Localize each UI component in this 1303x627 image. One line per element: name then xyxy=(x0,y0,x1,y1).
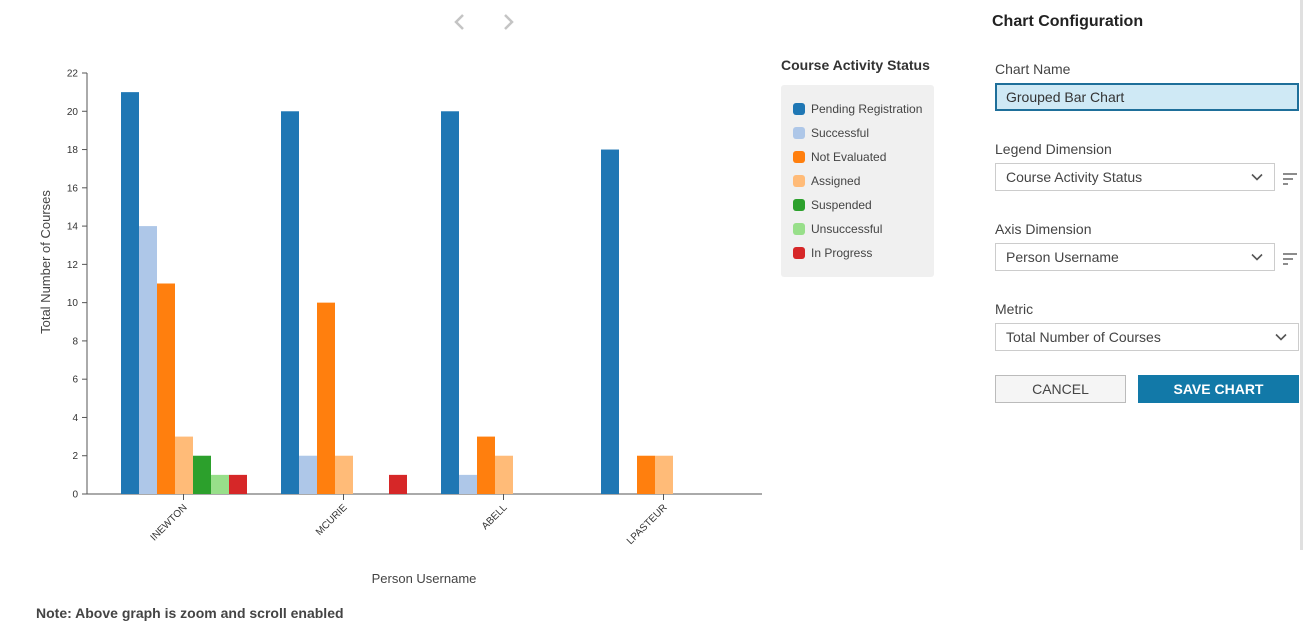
bar[interactable]: Not Evaluated – LPASTEUR: 2 xyxy=(637,455,655,494)
bar[interactable]: Assigned – INEWTON: 3 xyxy=(175,436,193,494)
x-tick-label: LPASTEUR xyxy=(625,502,670,547)
legend-label: Not Evaluated xyxy=(811,150,887,164)
chevron-down-icon xyxy=(1275,333,1287,341)
legend-label: In Progress xyxy=(811,246,873,260)
bar[interactable]: Assigned – ABELL: 2 xyxy=(495,455,513,494)
bar[interactable]: Assigned – LPASTEUR: 2 xyxy=(655,455,673,494)
bar[interactable]: Pending Registration – LPASTEUR: 18 xyxy=(601,149,619,494)
bar[interactable]: In Progress – MCURIE: 1 xyxy=(389,474,407,494)
y-tick-label: 12 xyxy=(67,260,79,271)
legend-dimension-label: Legend Dimension xyxy=(995,141,1112,157)
legend-swatch xyxy=(793,127,805,139)
legend-label: Assigned xyxy=(811,174,861,188)
metric-label: Metric xyxy=(995,301,1034,317)
bar[interactable]: Successful – MCURIE: 2 xyxy=(299,455,317,494)
bar[interactable]: Pending Registration – INEWTON: 21 xyxy=(121,92,139,495)
config-title: Chart Configuration xyxy=(992,13,1144,30)
legend-swatch xyxy=(793,175,805,187)
chevron-right-icon[interactable] xyxy=(496,10,520,34)
x-axis-title: Person Username xyxy=(372,571,477,586)
bar[interactable]: In Progress – INEWTON: 1 xyxy=(229,474,247,494)
chevron-left-icon[interactable] xyxy=(448,10,472,34)
sort-icon[interactable] xyxy=(1282,172,1298,186)
x-tick-label: ABELL xyxy=(480,502,510,532)
save-chart-button[interactable]: SAVE CHART xyxy=(1138,375,1299,403)
y-tick-label: 8 xyxy=(72,336,78,347)
bars: Pending Registration – INEWTON: 21 Pendin… xyxy=(121,92,673,495)
axis-dimension-label: Axis Dimension xyxy=(995,221,1092,237)
legend-label: Unsuccessful xyxy=(811,222,883,236)
legend-label: Suspended xyxy=(811,198,872,212)
bar[interactable]: Not Evaluated – MCURIE: 10 xyxy=(317,302,335,494)
y-tick-label: 22 xyxy=(67,69,79,80)
legend-item[interactable]: Pending Registration xyxy=(793,97,934,121)
legend-dimension-select[interactable]: Course Activity Status xyxy=(995,163,1275,191)
metric-select[interactable]: Total Number of Courses xyxy=(995,323,1299,351)
x-tick-label: INEWTON xyxy=(149,502,190,543)
axis-dimension-value: Person Username xyxy=(1006,249,1119,265)
y-tick-label: 16 xyxy=(67,183,79,194)
y-tick-label: 18 xyxy=(67,145,79,156)
legend-dimension-value: Course Activity Status xyxy=(1006,169,1143,185)
legend-item[interactable]: Successful xyxy=(793,121,934,145)
legend-item[interactable]: Unsuccessful xyxy=(793,217,934,241)
legend-item[interactable]: In Progress xyxy=(793,241,934,265)
legend-swatch xyxy=(793,247,805,259)
bar[interactable]: Successful – INEWTON: 14 xyxy=(139,226,157,494)
legend-swatch xyxy=(793,151,805,163)
legend-swatch xyxy=(793,223,805,235)
bar[interactable]: Pending Registration – MCURIE: 20 xyxy=(281,111,299,494)
bar[interactable]: Unsuccessful – INEWTON: 1 xyxy=(211,474,229,494)
y-tick-label: 0 xyxy=(72,490,78,501)
zoom-note: Note: Above graph is zoom and scroll ena… xyxy=(36,605,344,621)
sort-icon[interactable] xyxy=(1282,252,1298,266)
bar[interactable]: Successful – ABELL: 1 xyxy=(459,474,477,494)
legend-item[interactable]: Assigned xyxy=(793,169,934,193)
grouped-bar-chart[interactable]: 0 2 4 6 8 10 12 14 16 18 20 22 INEWTON MCURIE ABELL LP… xyxy=(0,0,770,600)
bar[interactable]: Not Evaluated – ABELL: 3 xyxy=(477,436,495,494)
legend-swatch xyxy=(793,199,805,211)
y-tick-label: 2 xyxy=(72,451,78,462)
y-axis-title: Total Number of Courses xyxy=(38,190,53,334)
x-tick-label: MCURIE xyxy=(314,502,350,538)
bar[interactable]: Not Evaluated – INEWTON: 11 xyxy=(157,283,175,495)
y-tick-label: 10 xyxy=(67,298,79,309)
panel-divider xyxy=(1300,0,1303,550)
chevron-down-icon xyxy=(1251,253,1263,261)
cancel-button[interactable]: CANCEL xyxy=(995,375,1126,403)
x-axis: INEWTON MCURIE ABELL LPASTEUR xyxy=(87,493,762,547)
y-tick-label: 20 xyxy=(67,107,79,118)
bar[interactable]: Assigned – MCURIE: 2 xyxy=(335,455,353,494)
bar[interactable]: Suspended – INEWTON: 2 xyxy=(193,455,211,494)
y-axis: 0 2 4 6 8 10 12 14 16 18 20 22 xyxy=(67,69,88,501)
legend-label: Successful xyxy=(811,126,870,140)
legend-title: Course Activity Status xyxy=(781,57,930,73)
legend: Pending Registration Successful Not Evalua… xyxy=(781,85,934,277)
y-tick-label: 14 xyxy=(67,222,79,233)
legend-item[interactable]: Not Evaluated xyxy=(793,145,934,169)
metric-value: Total Number of Courses xyxy=(1006,329,1161,345)
legend-item[interactable]: Suspended xyxy=(793,193,934,217)
chart-configuration-panel: Chart Configuration Chart Name Legend Di… xyxy=(977,0,1303,627)
chart-name-input[interactable] xyxy=(995,83,1299,111)
chart-name-label: Chart Name xyxy=(995,61,1071,77)
y-tick-label: 6 xyxy=(72,375,78,386)
legend-label: Pending Registration xyxy=(811,102,923,116)
chevron-down-icon xyxy=(1251,173,1263,181)
y-tick-label: 4 xyxy=(72,413,78,424)
bar[interactable]: Pending Registration – ABELL: 20 xyxy=(441,111,459,494)
legend-swatch xyxy=(793,103,805,115)
axis-dimension-select[interactable]: Person Username xyxy=(995,243,1275,271)
